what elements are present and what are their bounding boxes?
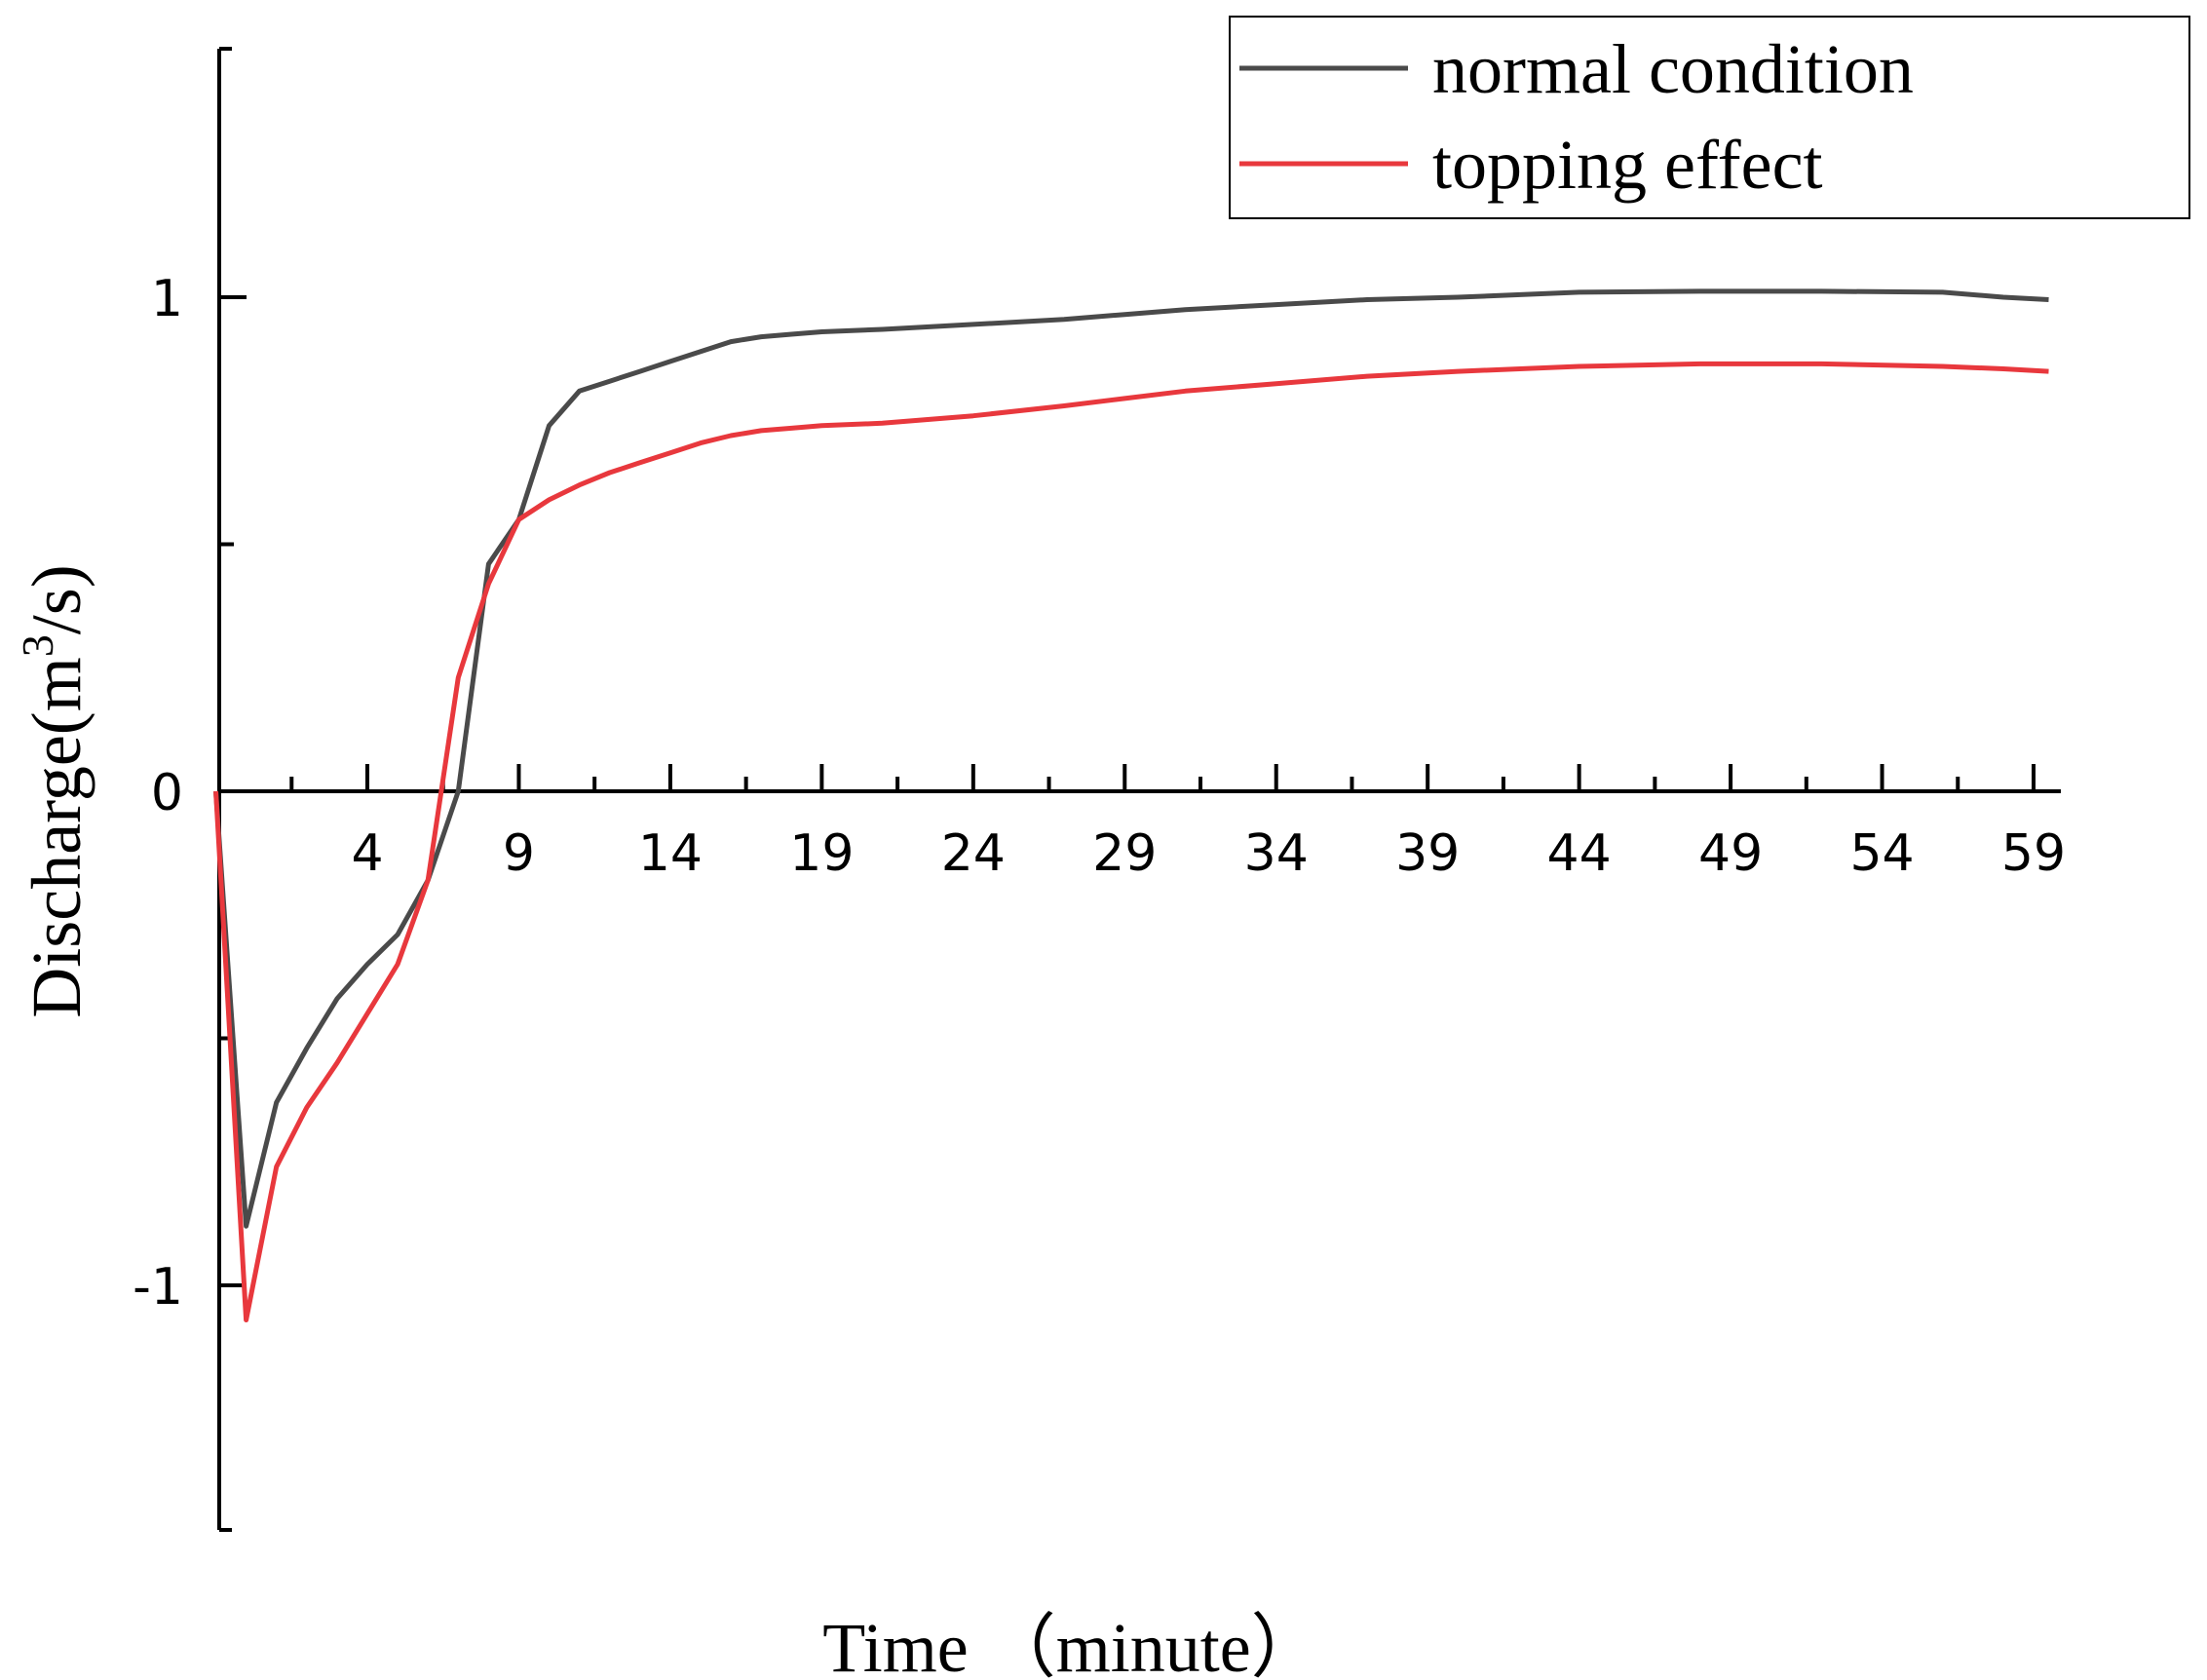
x-tick-label: 9 [503, 824, 535, 883]
y-axis-title-main: Discharge(m [18, 657, 95, 1018]
x-ticks: 4 9 14 19 24 29 34 39 44 49 54 59 [289, 764, 2066, 883]
series-line-normal-condition [213, 288, 2049, 1229]
x-axis-title: Time （minute） [822, 1609, 1320, 1680]
x-tick-label: 44 [1547, 824, 1612, 883]
x-tick-label: 39 [1395, 824, 1460, 883]
y-axis-title-superscript: 3 [13, 634, 62, 657]
legend-label-topping-effect: topping effect [1432, 126, 1823, 204]
legend-box [1229, 16, 2190, 219]
x-tick-label: 4 [351, 824, 383, 883]
axes [217, 47, 2061, 1532]
series-lines [213, 288, 2049, 1322]
legend: normal condition topping effect [1229, 16, 2190, 219]
y-tick-label: 0 [151, 764, 183, 822]
y-tick-label: -1 [133, 1258, 183, 1317]
y-axis-title: Discharge(m3/s) [13, 564, 95, 1018]
x-tick-label: 49 [1698, 824, 1763, 883]
x-tick-label: 54 [1849, 824, 1914, 883]
x-tick-label: 24 [941, 824, 1006, 883]
x-tick-label: 19 [789, 824, 854, 883]
x-tick-label: 59 [2001, 824, 2066, 883]
x-tick-label: 34 [1244, 824, 1309, 883]
y-ticks: -1 0 1 [133, 270, 247, 1317]
x-tick-label: 14 [638, 824, 703, 883]
y-tick-label: 1 [151, 270, 183, 328]
x-tick-label: 29 [1092, 824, 1157, 883]
series-line-topping-effect [213, 361, 2049, 1322]
y-axis-title-suffix: /s) [18, 564, 95, 634]
legend-label-normal-condition: normal condition [1432, 30, 1914, 108]
